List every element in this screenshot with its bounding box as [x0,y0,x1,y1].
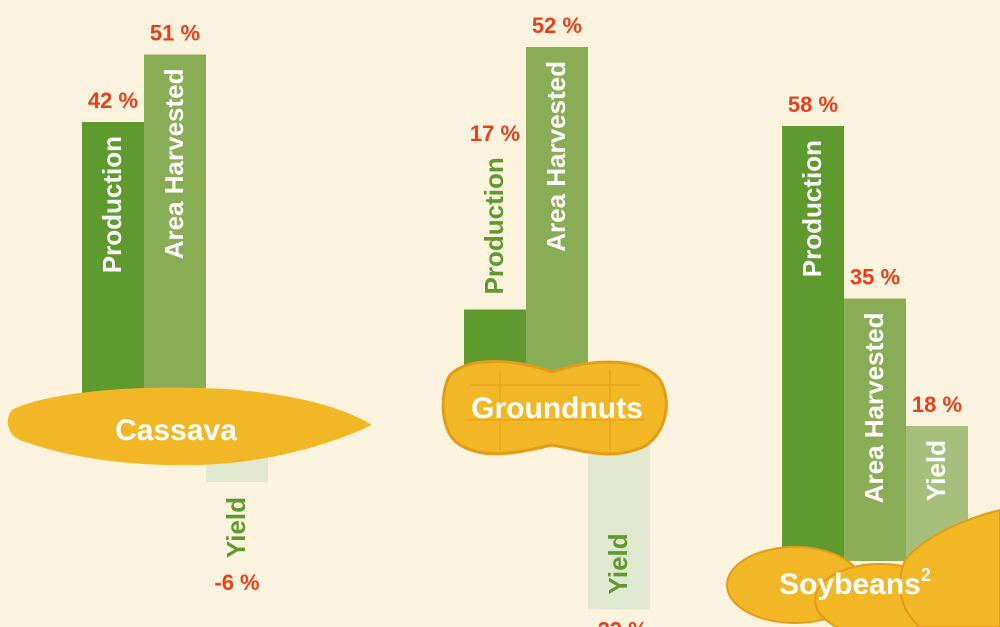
category-label: Cassava [115,414,237,447]
series-label: Production [479,157,509,294]
series-label: Production [797,140,827,277]
value-label: 35 % [850,264,900,289]
value-label: -6 % [214,570,259,595]
series-label: Production [97,136,127,273]
value-label: 17 % [470,121,520,146]
series-label: Yield [921,440,951,501]
value-label: 58 % [788,92,838,117]
chart: Production 42 % Area Harvested 51 % Yield -6 … [0,0,1000,627]
series-label: Yield [603,533,633,594]
series-label: Area Harvested [541,61,571,252]
page: Production 42 % Area Harvested 51 % Yield -6 … [0,0,1000,627]
category-name: Soybeans [779,568,921,601]
series-label: Area Harvested [159,69,189,260]
series-label: Area Harvested [859,313,889,504]
value-label: 42 % [88,88,138,113]
series-label: Yield [221,497,251,558]
value-label: 18 % [912,392,962,417]
value-label: 51 % [150,20,200,45]
value-label: -23 % [590,617,647,627]
category-superscript: 2 [921,565,931,585]
category-label: Groundnuts [471,392,643,425]
value-label: 52 % [532,13,582,38]
category-label: Soybeans2 [779,565,931,601]
